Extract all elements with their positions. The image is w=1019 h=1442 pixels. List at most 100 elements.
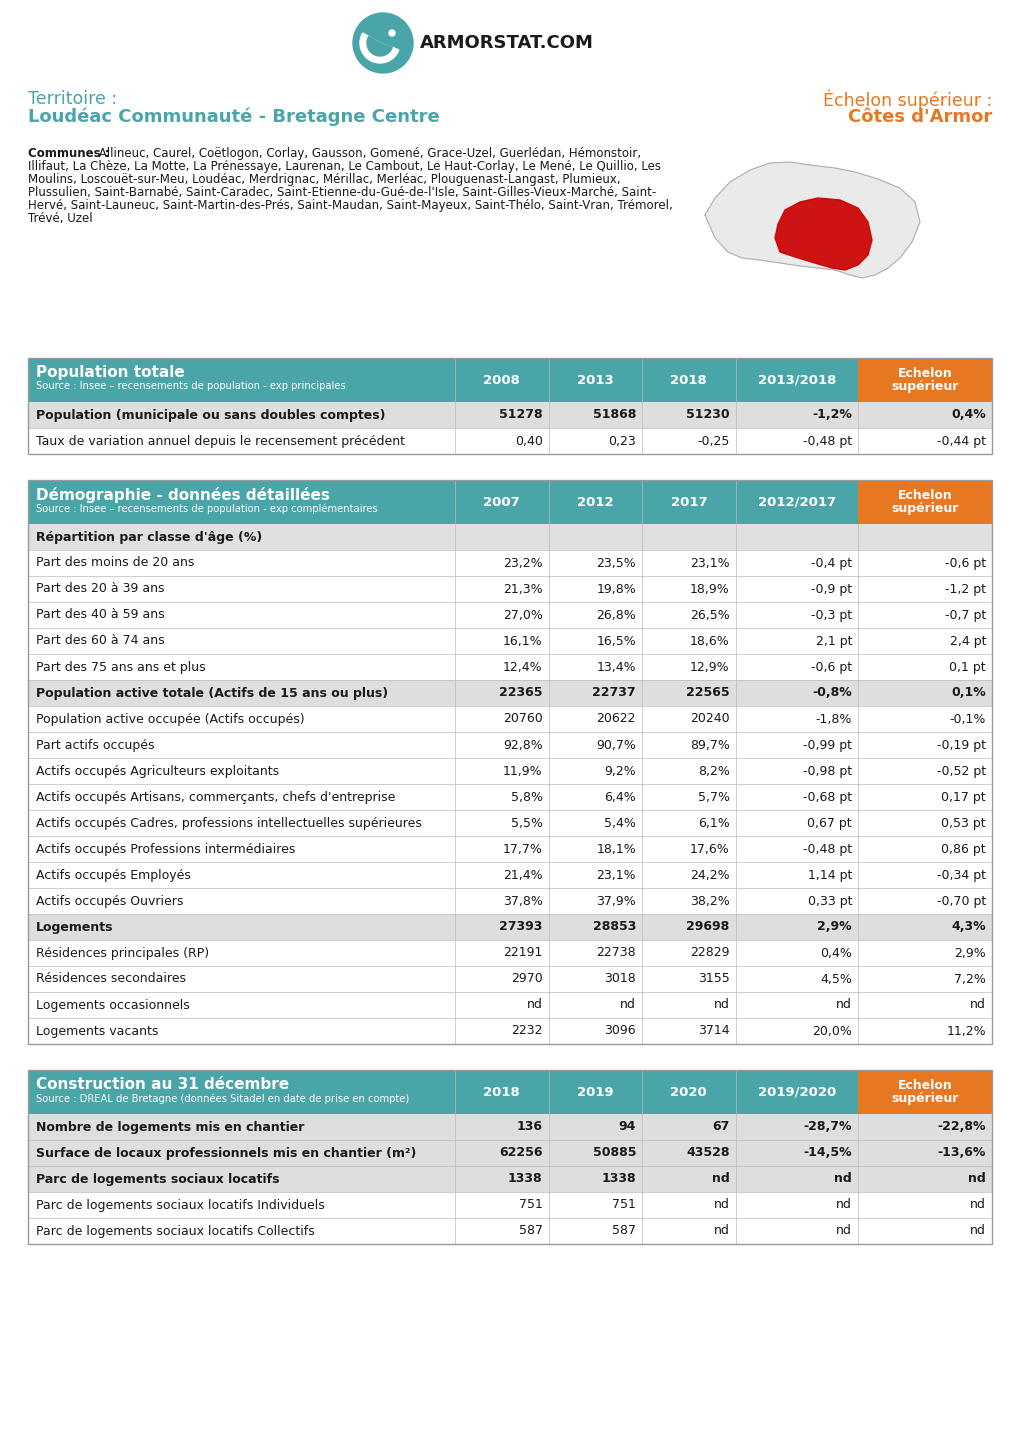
Text: 3018: 3018 bbox=[603, 972, 636, 985]
FancyBboxPatch shape bbox=[857, 1070, 991, 1115]
Text: 0,23: 0,23 bbox=[607, 434, 636, 447]
Text: 0,17 pt: 0,17 pt bbox=[941, 790, 985, 803]
Text: Démographie - données détaillées: Démographie - données détaillées bbox=[36, 487, 329, 503]
FancyBboxPatch shape bbox=[28, 888, 991, 914]
Text: Illifaut, La Chèze, La Motte, La Prénessaye, Laurenan, Le Cambout, Le Haut-Corla: Illifaut, La Chèze, La Motte, La Préness… bbox=[28, 160, 660, 173]
FancyBboxPatch shape bbox=[28, 402, 991, 428]
Text: 2,9%: 2,9% bbox=[954, 946, 985, 959]
Text: nd: nd bbox=[713, 1224, 729, 1237]
FancyBboxPatch shape bbox=[28, 1193, 991, 1218]
Text: 23,5%: 23,5% bbox=[596, 557, 636, 570]
Text: Echelon: Echelon bbox=[897, 368, 952, 381]
Text: -28,7%: -28,7% bbox=[803, 1120, 851, 1133]
Text: 6,4%: 6,4% bbox=[603, 790, 636, 803]
Text: 1338: 1338 bbox=[507, 1172, 542, 1185]
Text: -0,6 pt: -0,6 pt bbox=[944, 557, 985, 570]
Text: 2018: 2018 bbox=[483, 1086, 520, 1099]
Text: 22737: 22737 bbox=[592, 686, 636, 699]
Text: 90,7%: 90,7% bbox=[596, 738, 636, 751]
Text: -1,8%: -1,8% bbox=[815, 712, 851, 725]
Text: Plussulien, Saint-Barnabé, Saint-Caradec, Saint-Etienne-du-Gué-de-l'Isle, Saint-: Plussulien, Saint-Barnabé, Saint-Caradec… bbox=[28, 186, 655, 199]
Text: 2,9%: 2,9% bbox=[816, 920, 851, 933]
Text: 1338: 1338 bbox=[601, 1172, 636, 1185]
Text: -0,48 pt: -0,48 pt bbox=[802, 434, 851, 447]
Text: Construction au 31 décembre: Construction au 31 décembre bbox=[36, 1077, 288, 1092]
Text: 2020: 2020 bbox=[669, 1086, 706, 1099]
Text: -0,1%: -0,1% bbox=[949, 712, 985, 725]
Text: Nombre de logements mis en chantier: Nombre de logements mis en chantier bbox=[36, 1120, 304, 1133]
Text: 3155: 3155 bbox=[697, 972, 729, 985]
Text: 8,2%: 8,2% bbox=[697, 764, 729, 777]
Text: supérieur: supérieur bbox=[891, 1092, 958, 1105]
Text: 2017: 2017 bbox=[669, 496, 706, 509]
Text: Part des 60 à 74 ans: Part des 60 à 74 ans bbox=[36, 634, 164, 647]
Text: 18,6%: 18,6% bbox=[689, 634, 729, 647]
Text: -0,98 pt: -0,98 pt bbox=[802, 764, 851, 777]
Text: Moulins, Loscouët-sur-Meu, Loudéac, Merdrignac, Mérillac, Merléac, Plouguenast-L: Moulins, Loscouët-sur-Meu, Loudéac, Merd… bbox=[28, 173, 620, 186]
FancyBboxPatch shape bbox=[28, 914, 991, 940]
Text: 12,9%: 12,9% bbox=[689, 660, 729, 673]
Text: 1,14 pt: 1,14 pt bbox=[807, 868, 851, 881]
Text: -0,52 pt: -0,52 pt bbox=[936, 764, 985, 777]
FancyBboxPatch shape bbox=[28, 428, 991, 454]
Text: Actifs occupés Ouvriers: Actifs occupés Ouvriers bbox=[36, 894, 183, 907]
Text: 587: 587 bbox=[611, 1224, 636, 1237]
Text: 2008: 2008 bbox=[483, 373, 520, 386]
Text: 3096: 3096 bbox=[604, 1024, 636, 1037]
Text: Communes :: Communes : bbox=[28, 147, 109, 160]
Text: 11,2%: 11,2% bbox=[946, 1024, 985, 1037]
Text: Part des moins de 20 ans: Part des moins de 20 ans bbox=[36, 557, 195, 570]
Text: nd: nd bbox=[711, 1172, 729, 1185]
FancyBboxPatch shape bbox=[28, 601, 991, 629]
Text: 6,1%: 6,1% bbox=[697, 816, 729, 829]
Text: 5,4%: 5,4% bbox=[603, 816, 636, 829]
FancyBboxPatch shape bbox=[28, 992, 991, 1018]
Text: 17,6%: 17,6% bbox=[689, 842, 729, 855]
FancyBboxPatch shape bbox=[28, 358, 991, 402]
Text: 22829: 22829 bbox=[690, 946, 729, 959]
Text: Population active occupée (Actifs occupés): Population active occupée (Actifs occupé… bbox=[36, 712, 305, 725]
Text: Hervé, Saint-Launeuc, Saint-Martin-des-Prés, Saint-Maudan, Saint-Mayeux, Saint-T: Hervé, Saint-Launeuc, Saint-Martin-des-P… bbox=[28, 199, 673, 212]
Text: 27393: 27393 bbox=[498, 920, 542, 933]
Text: Logements occasionnels: Logements occasionnels bbox=[36, 998, 190, 1011]
Text: 0,33 pt: 0,33 pt bbox=[807, 894, 851, 907]
Text: Part des 75 ans ans et plus: Part des 75 ans ans et plus bbox=[36, 660, 206, 673]
Text: nd: nd bbox=[620, 998, 636, 1011]
Text: 27,0%: 27,0% bbox=[502, 609, 542, 622]
Text: nd: nd bbox=[836, 1224, 851, 1237]
Text: -22,8%: -22,8% bbox=[936, 1120, 985, 1133]
Text: 37,8%: 37,8% bbox=[502, 894, 542, 907]
Text: 136: 136 bbox=[516, 1120, 542, 1133]
Text: 20622: 20622 bbox=[596, 712, 636, 725]
Text: 21,3%: 21,3% bbox=[502, 583, 542, 596]
Text: -0,8%: -0,8% bbox=[811, 686, 851, 699]
Text: Actifs occupés Cadres, professions intellectuelles supérieures: Actifs occupés Cadres, professions intel… bbox=[36, 816, 422, 829]
Text: 89,7%: 89,7% bbox=[689, 738, 729, 751]
FancyBboxPatch shape bbox=[28, 629, 991, 655]
FancyBboxPatch shape bbox=[857, 358, 991, 402]
Text: nd: nd bbox=[713, 1198, 729, 1211]
Text: 2018: 2018 bbox=[669, 373, 706, 386]
Text: 50885: 50885 bbox=[592, 1146, 636, 1159]
Polygon shape bbox=[774, 198, 871, 270]
Text: 16,1%: 16,1% bbox=[502, 634, 542, 647]
Text: 0,40: 0,40 bbox=[515, 434, 542, 447]
FancyBboxPatch shape bbox=[857, 480, 991, 523]
Text: nd: nd bbox=[969, 1224, 985, 1237]
Text: nd: nd bbox=[713, 998, 729, 1011]
Text: 2,1 pt: 2,1 pt bbox=[815, 634, 851, 647]
Circle shape bbox=[353, 13, 413, 74]
Text: 22738: 22738 bbox=[596, 946, 636, 959]
Text: 20,0%: 20,0% bbox=[811, 1024, 851, 1037]
Text: Allineuc, Caurel, Coëtlogon, Corlay, Gausson, Gomené, Grace-Uzel, Guerlédan, Hém: Allineuc, Caurel, Coëtlogon, Corlay, Gau… bbox=[95, 147, 641, 160]
FancyBboxPatch shape bbox=[28, 549, 991, 575]
Text: ARMORSTAT.COM: ARMORSTAT.COM bbox=[420, 35, 593, 52]
FancyBboxPatch shape bbox=[28, 862, 991, 888]
Text: 0,4%: 0,4% bbox=[819, 946, 851, 959]
Text: 0,1%: 0,1% bbox=[951, 686, 985, 699]
Text: supérieur: supérieur bbox=[891, 381, 958, 394]
Text: 3714: 3714 bbox=[697, 1024, 729, 1037]
Text: 37,9%: 37,9% bbox=[596, 894, 636, 907]
FancyBboxPatch shape bbox=[28, 1070, 991, 1115]
Text: 5,7%: 5,7% bbox=[697, 790, 729, 803]
